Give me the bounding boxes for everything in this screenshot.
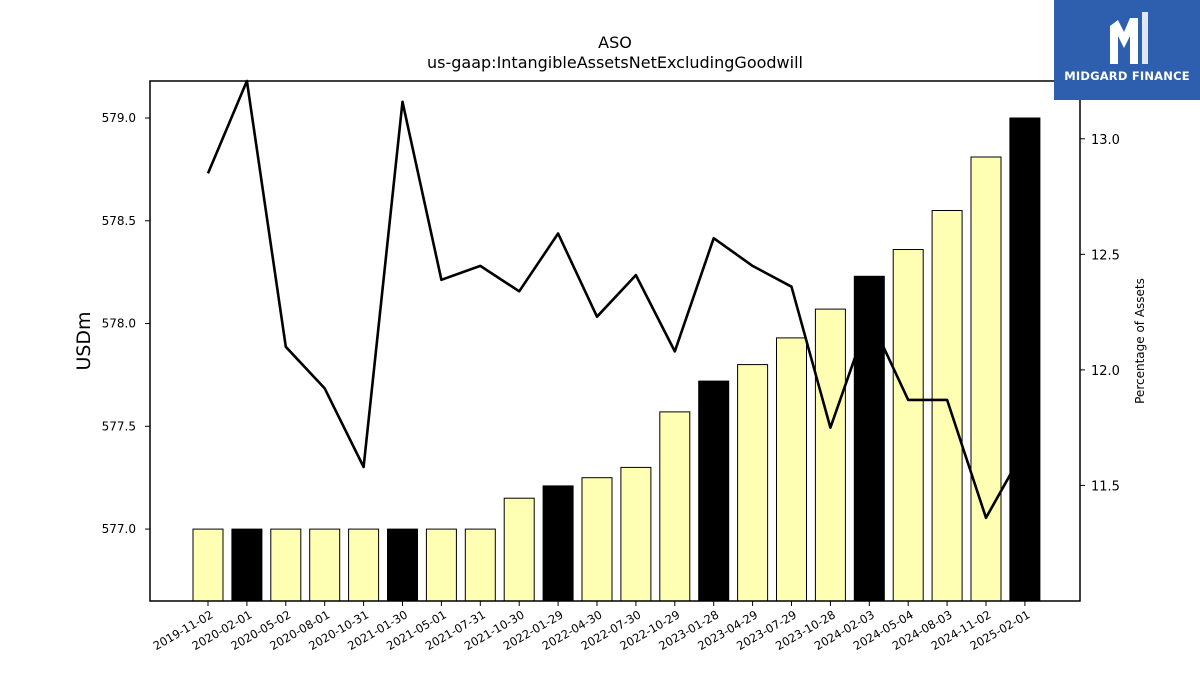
y-tick-label: 577.5 xyxy=(102,419,136,433)
y-tick-label: 579.0 xyxy=(102,111,136,125)
bar-2022-07-30 xyxy=(620,466,652,602)
bar-2023-07-29 xyxy=(776,337,807,602)
bar-2023-04-29 xyxy=(737,364,769,602)
y-tick-label: 578.0 xyxy=(102,317,136,331)
y2-tick-label: 12.0 xyxy=(1091,364,1120,379)
midgard-logo-icon xyxy=(1110,12,1148,64)
x-axis-ticks: 2019-11-022020-02-012020-05-022020-08-01… xyxy=(151,601,1032,653)
bar-2024-05-04 xyxy=(892,249,924,602)
bar-2023-10-28 xyxy=(814,308,846,602)
bar-2024-08-03 xyxy=(931,210,963,602)
bar-2020-02-01 xyxy=(231,528,263,602)
bar-2019-11-02 xyxy=(192,528,224,602)
right-axis-ticks: 11.5 12.0 12.5 13.0 xyxy=(1080,133,1120,494)
bar-2020-05-02 xyxy=(270,528,302,602)
bar-2021-07-31 xyxy=(464,528,496,602)
y2-tick-label: 13.0 xyxy=(1091,133,1120,148)
bar-2024-02-03 xyxy=(853,275,885,602)
bar-2021-01-30 xyxy=(387,528,418,602)
bar-group xyxy=(192,117,1041,602)
plot-frame xyxy=(149,80,1081,602)
bar-2024-11-02 xyxy=(970,156,1002,602)
left-axis-label: USDm xyxy=(73,311,95,370)
y-tick-label: 578.5 xyxy=(102,214,136,228)
line-series xyxy=(206,79,1027,520)
bar-2022-01-29 xyxy=(542,485,574,602)
y-tick-label: 577.0 xyxy=(102,522,136,536)
line-percentage-of-assets xyxy=(206,79,1027,520)
bar-2020-08-01 xyxy=(309,528,341,602)
y2-tick-label: 11.5 xyxy=(1091,479,1120,494)
bar-2023-01-28 xyxy=(698,380,730,602)
brand-name: MIDGARD FINANCE xyxy=(1064,69,1190,83)
left-axis-ticks: 577.0 577.5 578.0 578.5 579.0 xyxy=(102,111,150,536)
bar-2020-10-31 xyxy=(348,528,380,602)
chart-title: ASO xyxy=(598,33,632,52)
brand-logo: MIDGARD FINANCE xyxy=(1054,0,1200,100)
right-axis-label: Percentage of Assets xyxy=(1133,278,1147,404)
bar-2025-02-01 xyxy=(1009,117,1041,602)
bar-2021-05-01 xyxy=(425,528,457,602)
bar-2022-10-29 xyxy=(659,411,691,602)
chart-subtitle: us-gaap:IntangibleAssetsNetExcludingGood… xyxy=(427,53,803,72)
bar-2022-04-30 xyxy=(581,477,613,602)
bar-2021-10-30 xyxy=(503,497,535,602)
y2-tick-label: 12.5 xyxy=(1091,248,1120,263)
